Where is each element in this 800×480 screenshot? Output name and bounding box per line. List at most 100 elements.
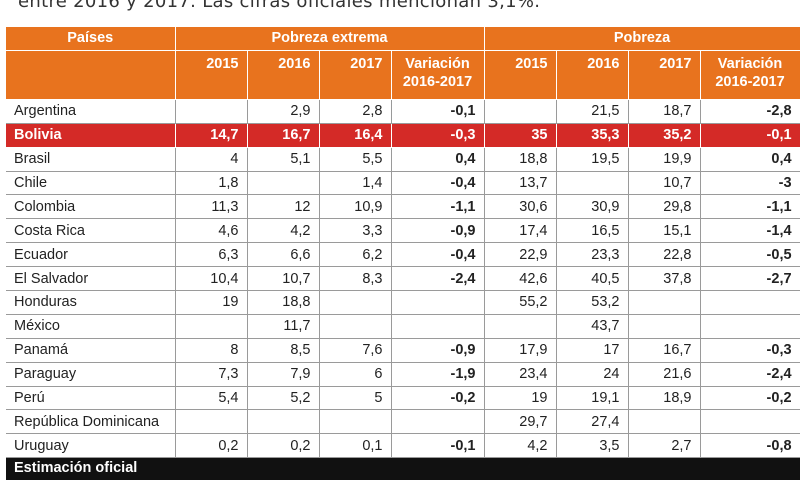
table-row: Costa Rica 4,6 4,2 3,3 -0,9 17,4 16,5 15,1 -1,4 xyxy=(6,218,800,244)
cell-p2015: 42,6 xyxy=(484,266,557,292)
cell-p2016: 3,5 xyxy=(556,433,629,459)
cell-p2016: 23,3 xyxy=(556,242,629,268)
intro-text: entre 2016 y 2017. Las cifras oficiales … xyxy=(18,0,541,12)
cell-evar xyxy=(391,409,485,435)
cell-p2017: 29,8 xyxy=(628,194,701,220)
cell-e2016: 7,9 xyxy=(247,362,320,387)
table-row: República Dominicana 29,7 27,4 xyxy=(6,409,800,435)
table-row: Panamá 8 8,5 7,6 -0,9 17,9 17 16,7 -0,3 xyxy=(6,338,800,363)
cell-e2015: 14,7 xyxy=(175,123,248,148)
cell-pvar: -1,4 xyxy=(700,218,800,244)
cell-country: Uruguay xyxy=(6,433,176,459)
cell-country: Bolivia xyxy=(6,123,176,148)
cell-evar: -1,1 xyxy=(391,194,485,220)
cell-p2016: 24 xyxy=(556,362,629,387)
cell-evar: -0,1 xyxy=(391,99,485,124)
header-poverty-2017: 2017 xyxy=(628,50,701,100)
cell-e2015: 5,4 xyxy=(175,386,248,411)
header-poverty: Pobreza xyxy=(484,27,800,51)
cell-e2015: 1,8 xyxy=(175,171,248,196)
cell-e2015: 4 xyxy=(175,147,248,172)
cell-e2017 xyxy=(319,314,392,339)
cell-country: Ecuador xyxy=(6,242,176,268)
cell-evar: -0,9 xyxy=(391,218,485,244)
cell-evar xyxy=(391,314,485,339)
cell-p2017: 10,7 xyxy=(628,171,701,196)
cell-pvar xyxy=(700,314,800,339)
header-extreme-poverty: Pobreza extrema xyxy=(175,27,485,51)
cell-p2017: 22,8 xyxy=(628,242,701,268)
header-extreme-variation: Variación 2016-2017 xyxy=(391,50,485,100)
cell-e2017: 6,2 xyxy=(319,242,392,268)
cell-e2016 xyxy=(247,171,320,196)
cell-p2015: 4,2 xyxy=(484,433,557,459)
cell-evar: -0,9 xyxy=(391,338,485,363)
footer-row: Estimación oficial xyxy=(6,457,800,480)
cell-e2016: 4,2 xyxy=(247,218,320,244)
cell-e2015: 19 xyxy=(175,290,248,315)
table-row: Uruguay 0,2 0,2 0,1 -0,1 4,2 3,5 2,7 -0,8 xyxy=(6,433,800,459)
cell-p2015: 22,9 xyxy=(484,242,557,268)
cell-e2016 xyxy=(247,409,320,435)
header-countries: Países xyxy=(6,27,176,51)
cell-e2016: 11,7 xyxy=(247,314,320,339)
cell-evar: -1,9 xyxy=(391,362,485,387)
cell-country: Honduras xyxy=(6,290,176,315)
table-row: Perú 5,4 5,2 5 -0,2 19 19,1 18,9 -0,2 xyxy=(6,386,800,411)
cell-p2016: 40,5 xyxy=(556,266,629,292)
cell-pvar: -0,1 xyxy=(700,123,800,148)
cell-p2017 xyxy=(628,290,701,315)
cell-p2015 xyxy=(484,314,557,339)
cell-e2015: 0,2 xyxy=(175,433,248,459)
cell-country: República Dominicana xyxy=(6,409,176,435)
table-row: Bolivia 14,7 16,7 16,4 -0,3 35 35,3 35,2 -0,1 xyxy=(6,123,800,148)
cell-evar: -2,4 xyxy=(391,266,485,292)
cell-e2015: 4,6 xyxy=(175,218,248,244)
cell-p2016: 21,5 xyxy=(556,99,629,124)
cell-p2017: 35,2 xyxy=(628,123,701,148)
cell-evar: 0,4 xyxy=(391,147,485,172)
cell-e2016: 2,9 xyxy=(247,99,320,124)
cell-country: Costa Rica xyxy=(6,218,176,244)
cell-pvar xyxy=(700,409,800,435)
cell-e2017: 8,3 xyxy=(319,266,392,292)
header-poverty-2015: 2015 xyxy=(484,50,557,100)
cell-p2016: 19,5 xyxy=(556,147,629,172)
cell-e2015 xyxy=(175,409,248,435)
cell-country: Colombia xyxy=(6,194,176,220)
cell-p2016: 17 xyxy=(556,338,629,363)
cell-e2016: 0,2 xyxy=(247,433,320,459)
table-row: Brasil 4 5,1 5,5 0,4 18,8 19,5 19,9 0,4 xyxy=(6,147,800,172)
cell-country: México xyxy=(6,314,176,339)
cell-p2015: 23,4 xyxy=(484,362,557,387)
cell-e2016: 10,7 xyxy=(247,266,320,292)
header-row-groups: Países Pobreza extrema Pobreza xyxy=(6,27,800,51)
table-row: Paraguay 7,3 7,9 6 -1,9 23,4 24 21,6 -2,4 xyxy=(6,362,800,387)
cell-country: Chile xyxy=(6,171,176,196)
cell-pvar: -2,4 xyxy=(700,362,800,387)
cell-e2017 xyxy=(319,409,392,435)
cell-e2017: 6 xyxy=(319,362,392,387)
cell-pvar xyxy=(700,290,800,315)
header-extreme-2016: 2016 xyxy=(247,50,320,100)
cell-evar: -0,3 xyxy=(391,123,485,148)
cell-e2016: 16,7 xyxy=(247,123,320,148)
cell-e2015: 10,4 xyxy=(175,266,248,292)
cell-e2015 xyxy=(175,314,248,339)
cell-country: Paraguay xyxy=(6,362,176,387)
cell-pvar: -0,5 xyxy=(700,242,800,268)
cell-e2015 xyxy=(175,99,248,124)
cell-pvar: -2,7 xyxy=(700,266,800,292)
cell-country: Panamá xyxy=(6,338,176,363)
cell-e2016: 12 xyxy=(247,194,320,220)
cell-p2015: 55,2 xyxy=(484,290,557,315)
cell-p2015: 30,6 xyxy=(484,194,557,220)
cell-country: Brasil xyxy=(6,147,176,172)
cell-country: Perú xyxy=(6,386,176,411)
cell-p2017: 16,7 xyxy=(628,338,701,363)
cell-p2016: 53,2 xyxy=(556,290,629,315)
cell-p2015: 17,4 xyxy=(484,218,557,244)
cell-e2017: 5 xyxy=(319,386,392,411)
cell-pvar: -3 xyxy=(700,171,800,196)
cell-p2017 xyxy=(628,409,701,435)
